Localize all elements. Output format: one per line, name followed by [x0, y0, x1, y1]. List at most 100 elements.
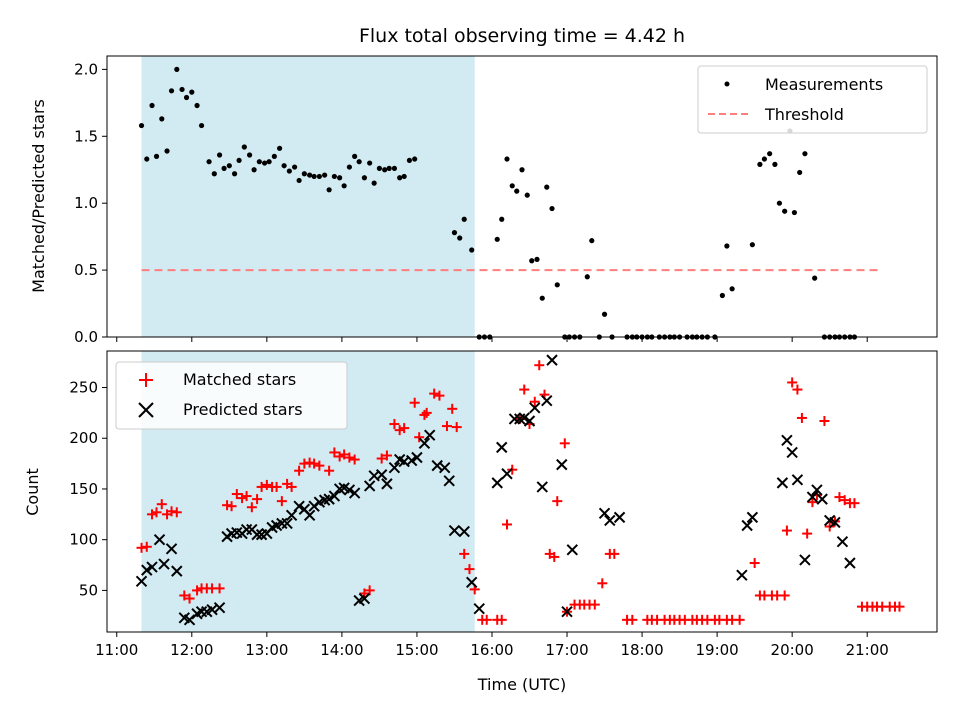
measurement-point: [231, 171, 238, 177]
matched-star-point: [627, 614, 638, 625]
matched-star-point: [819, 415, 830, 426]
predicted-star-point: [285, 509, 298, 522]
predicted-star-point: [358, 592, 371, 605]
measurement-point: [138, 122, 145, 129]
measurement-point: [584, 274, 590, 280]
legend-threshold-label: Threshold: [764, 105, 844, 124]
matched-star-point: [286, 481, 297, 492]
measurement-point: [346, 164, 352, 170]
measurement-point: [554, 282, 560, 288]
measurement-point: [797, 169, 803, 176]
matched-star-point: [192, 585, 203, 596]
x-tick-label: 18:00: [620, 641, 663, 659]
matched-star-point: [839, 495, 850, 506]
predicted-star-point: [786, 446, 798, 459]
top-panel: 0.00.51.01.52.0 Matched/Predicted stars …: [29, 55, 938, 346]
x-tick-label: 21:00: [846, 641, 889, 659]
matched-star-point: [359, 588, 370, 599]
matched-star-point: [589, 599, 600, 610]
matched-star-point: [534, 360, 545, 371]
measurement-point: [391, 165, 398, 171]
matched-star-point: [421, 407, 432, 418]
measurement-point: [189, 89, 195, 95]
y-tick-label: 200: [69, 429, 98, 447]
predicted-star-point: [438, 461, 451, 474]
measurement-point: [292, 164, 298, 170]
measurement-point: [144, 156, 150, 162]
predicted-star-point: [363, 480, 376, 492]
matched-star-point: [256, 481, 267, 492]
measurement-point: [371, 180, 377, 186]
matched-star-point: [459, 548, 470, 559]
measurement-point: [519, 167, 525, 173]
matched-star-point: [231, 489, 242, 500]
measurement-point: [367, 160, 373, 166]
matched-star-point: [529, 396, 540, 407]
matched-star-point: [414, 432, 425, 443]
matched-star-point: [399, 423, 410, 434]
measurement-point: [524, 192, 530, 198]
matched-star-point: [314, 460, 325, 471]
measurement-point: [256, 159, 262, 165]
legend-matched-label: Matched stars: [183, 370, 296, 389]
measurement-point: [361, 175, 368, 181]
predicted-star-point: [466, 576, 478, 588]
matched-star-point: [156, 499, 167, 510]
matched-star-point: [394, 425, 405, 436]
predicted-star-point: [251, 528, 263, 541]
bottom-legend: Matched stars Predicted stars: [115, 361, 348, 430]
matched-star-point: [419, 409, 430, 420]
matched-star-point: [304, 457, 315, 468]
predicted-star-point: [491, 477, 503, 489]
matched-star-point: [214, 583, 225, 594]
measurement-point: [812, 275, 818, 281]
matched-star-point: [496, 614, 507, 625]
measurement-point: [179, 86, 185, 93]
x-axis-label: Time (UTC): [477, 675, 566, 694]
measurement-point: [534, 256, 540, 262]
y-tick-label: 1.0: [74, 194, 98, 212]
predicted-star-point: [781, 434, 793, 446]
matched-star-point: [834, 492, 845, 503]
measurement-point: [286, 168, 292, 174]
measurement-point: [337, 175, 343, 181]
predicted-star-point: [158, 558, 170, 570]
matched-star-point: [171, 507, 182, 518]
measurement-point: [164, 148, 170, 154]
predicted-star-point: [836, 536, 849, 548]
x-tick-label: 17:00: [545, 641, 588, 659]
legend-matched-marker: [139, 373, 153, 387]
measurement-point: [499, 216, 505, 222]
matched-star-point: [299, 458, 310, 469]
matched-star-point: [261, 479, 272, 490]
measurement-point: [149, 102, 155, 109]
predicted-star-point: [303, 509, 316, 522]
predicted-star-point: [146, 561, 158, 573]
measurement-point: [514, 188, 520, 194]
predicted-star-point: [423, 429, 436, 441]
measurement-point: [757, 161, 763, 167]
predicted-star-point: [604, 514, 616, 527]
predicted-star-point: [141, 564, 153, 576]
measurement-point: [749, 242, 755, 248]
matched-star-point: [237, 493, 248, 504]
measurement-point: [266, 159, 272, 165]
measurement-point: [451, 230, 458, 236]
predicted-star-point: [829, 516, 841, 529]
measurement-point: [194, 102, 200, 109]
predicted-star-point: [458, 525, 470, 538]
matched-star-point: [246, 502, 257, 513]
matched-star-point: [166, 506, 177, 517]
matched-star-point: [802, 528, 813, 539]
predicted-star-point: [536, 481, 548, 493]
measurement-point: [494, 236, 500, 242]
predicted-star-point: [171, 565, 183, 577]
predicted-star-point: [776, 477, 789, 489]
predicted-star-point: [523, 415, 536, 427]
measurement-point: [397, 175, 403, 181]
measurement-point: [206, 159, 212, 165]
measurement-point: [301, 171, 307, 177]
measurement-point: [376, 165, 383, 171]
matched-star-point: [389, 419, 400, 430]
matched-star-point: [441, 421, 452, 432]
